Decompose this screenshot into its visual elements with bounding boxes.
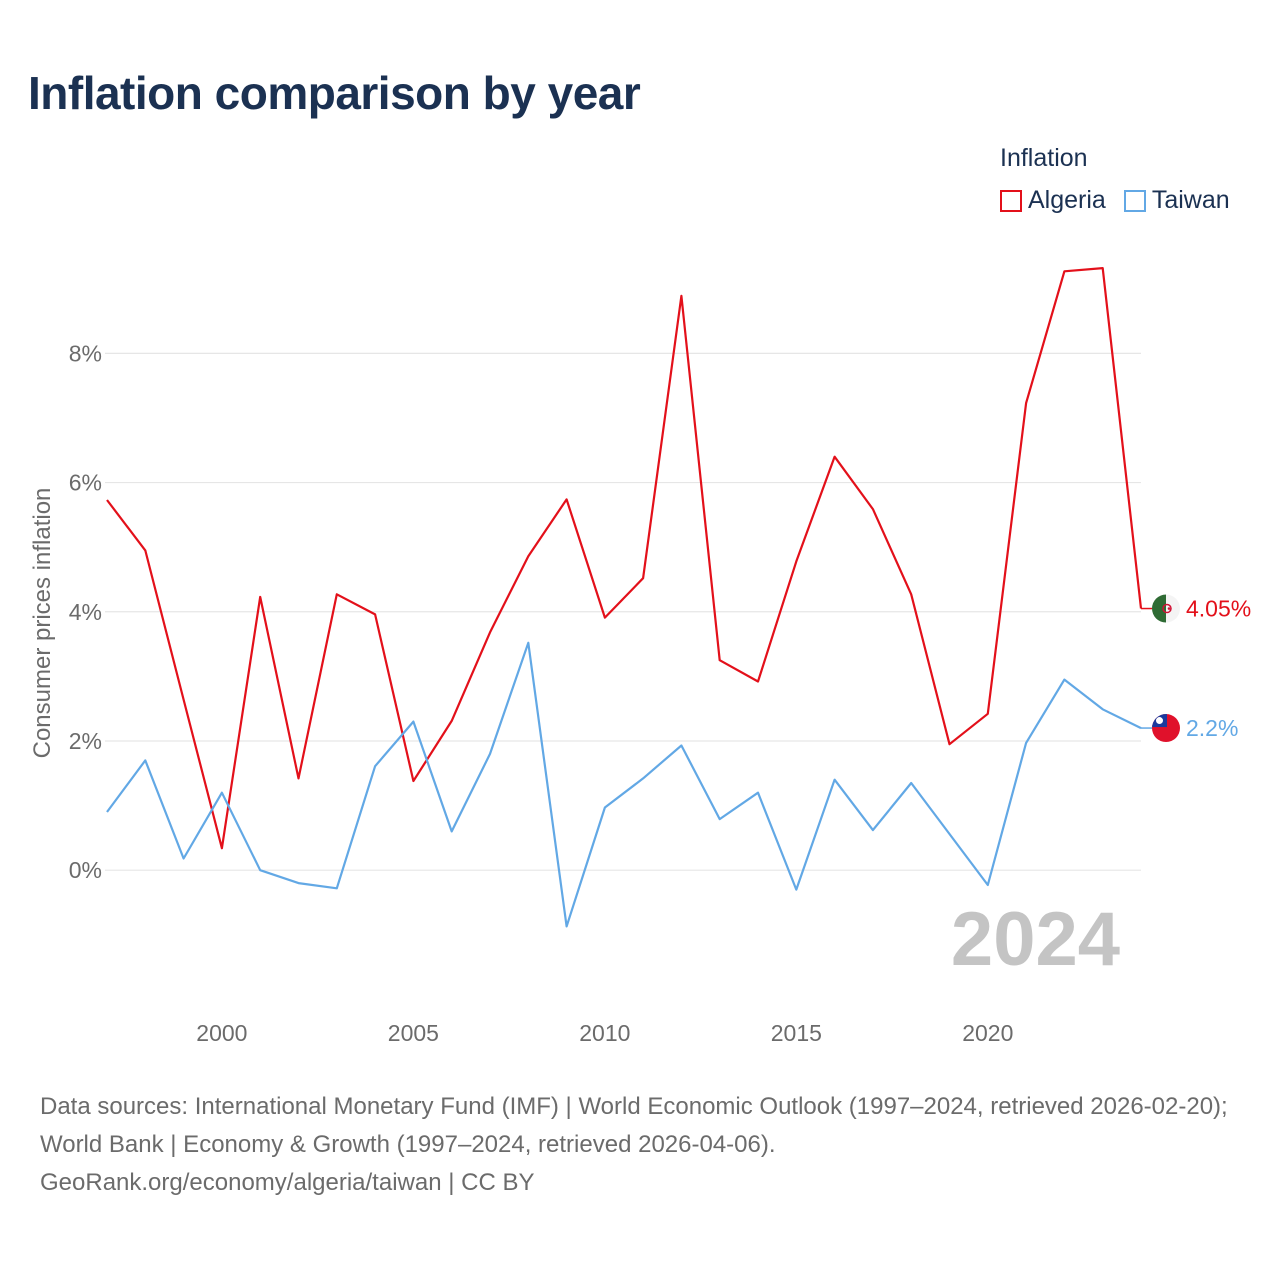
- x-tick-labels: 2000 2005 2010 2015 2020: [196, 1020, 1013, 1046]
- legend-label-taiwan: Taiwan: [1151, 186, 1230, 214]
- legend-item-taiwan[interactable]: Taiwan: [1123, 186, 1230, 215]
- x-tick-label: 2010: [579, 1020, 630, 1046]
- flag-icon-algeria: [1152, 594, 1180, 623]
- x-tick-label: 2005: [388, 1020, 439, 1046]
- year-watermark: 2024: [951, 897, 1120, 982]
- end-label-algeria: 4.05%: [1186, 596, 1251, 622]
- legend-swatch-taiwan: [1123, 189, 1146, 212]
- footer: Data sources: International Monetary Fun…: [40, 1088, 1250, 1202]
- y-tick-label: 8%: [69, 340, 102, 366]
- y-axis-label: Consumer prices inflation: [29, 488, 56, 759]
- grid-lines: [105, 352, 1141, 871]
- legend-label-algeria: Algeria: [1028, 186, 1106, 214]
- legend-title: Inflation: [1000, 144, 1088, 172]
- data-sources: Data sources: International Monetary Fun…: [40, 1093, 1228, 1158]
- chart-title: Inflation comparison by year: [28, 67, 641, 119]
- series-line-algeria: [106, 267, 1143, 850]
- series-line-taiwan: [106, 641, 1142, 928]
- end-label-taiwan: 2.2%: [1186, 715, 1238, 741]
- y-tick-label: 6%: [69, 470, 102, 496]
- y-tick-label: 2%: [69, 728, 102, 754]
- x-tick-label: 2015: [771, 1020, 822, 1046]
- x-tick-label: 2020: [962, 1020, 1013, 1046]
- legend: Algeria Taiwan: [1000, 186, 1230, 215]
- y-tick-label: 0%: [69, 857, 102, 883]
- flag-icon-taiwan: [1152, 714, 1180, 743]
- legend-swatch-algeria: [1000, 189, 1022, 212]
- y-tick-labels: 0% 2% 4% 6% 8%: [69, 340, 102, 883]
- y-tick-label: 4%: [69, 599, 102, 625]
- x-tick-label: 2000: [196, 1020, 247, 1046]
- credit-link[interactable]: GeoRank.org/economy/algeria/taiwan | CC …: [40, 1169, 535, 1196]
- end-markers: 4.05% 2.2%: [1141, 594, 1251, 743]
- line-chart: 0% 2% 4% 6% 8% 2000 2005 2010 2015 2020 Consumer…: [29, 267, 1251, 1046]
- series-lines: [106, 267, 1143, 928]
- legend-item-algeria[interactable]: Algeria: [1000, 186, 1106, 215]
